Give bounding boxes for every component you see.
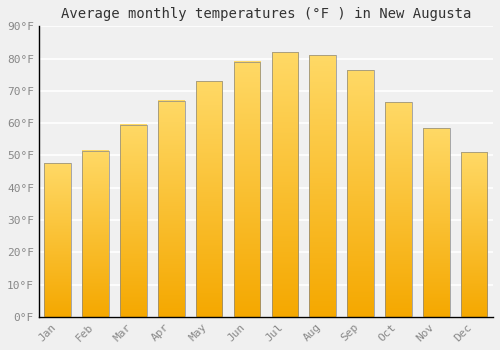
Bar	[196, 81, 222, 317]
Bar	[348, 70, 374, 317]
Bar	[385, 102, 411, 317]
Bar	[310, 55, 336, 317]
Bar	[158, 100, 184, 317]
Bar	[120, 125, 146, 317]
Bar	[44, 163, 71, 317]
Bar	[234, 62, 260, 317]
Title: Average monthly temperatures (°F ) in New Augusta: Average monthly temperatures (°F ) in Ne…	[60, 7, 471, 21]
Bar	[461, 152, 487, 317]
Bar	[423, 128, 450, 317]
Bar	[272, 52, 298, 317]
Bar	[82, 150, 109, 317]
